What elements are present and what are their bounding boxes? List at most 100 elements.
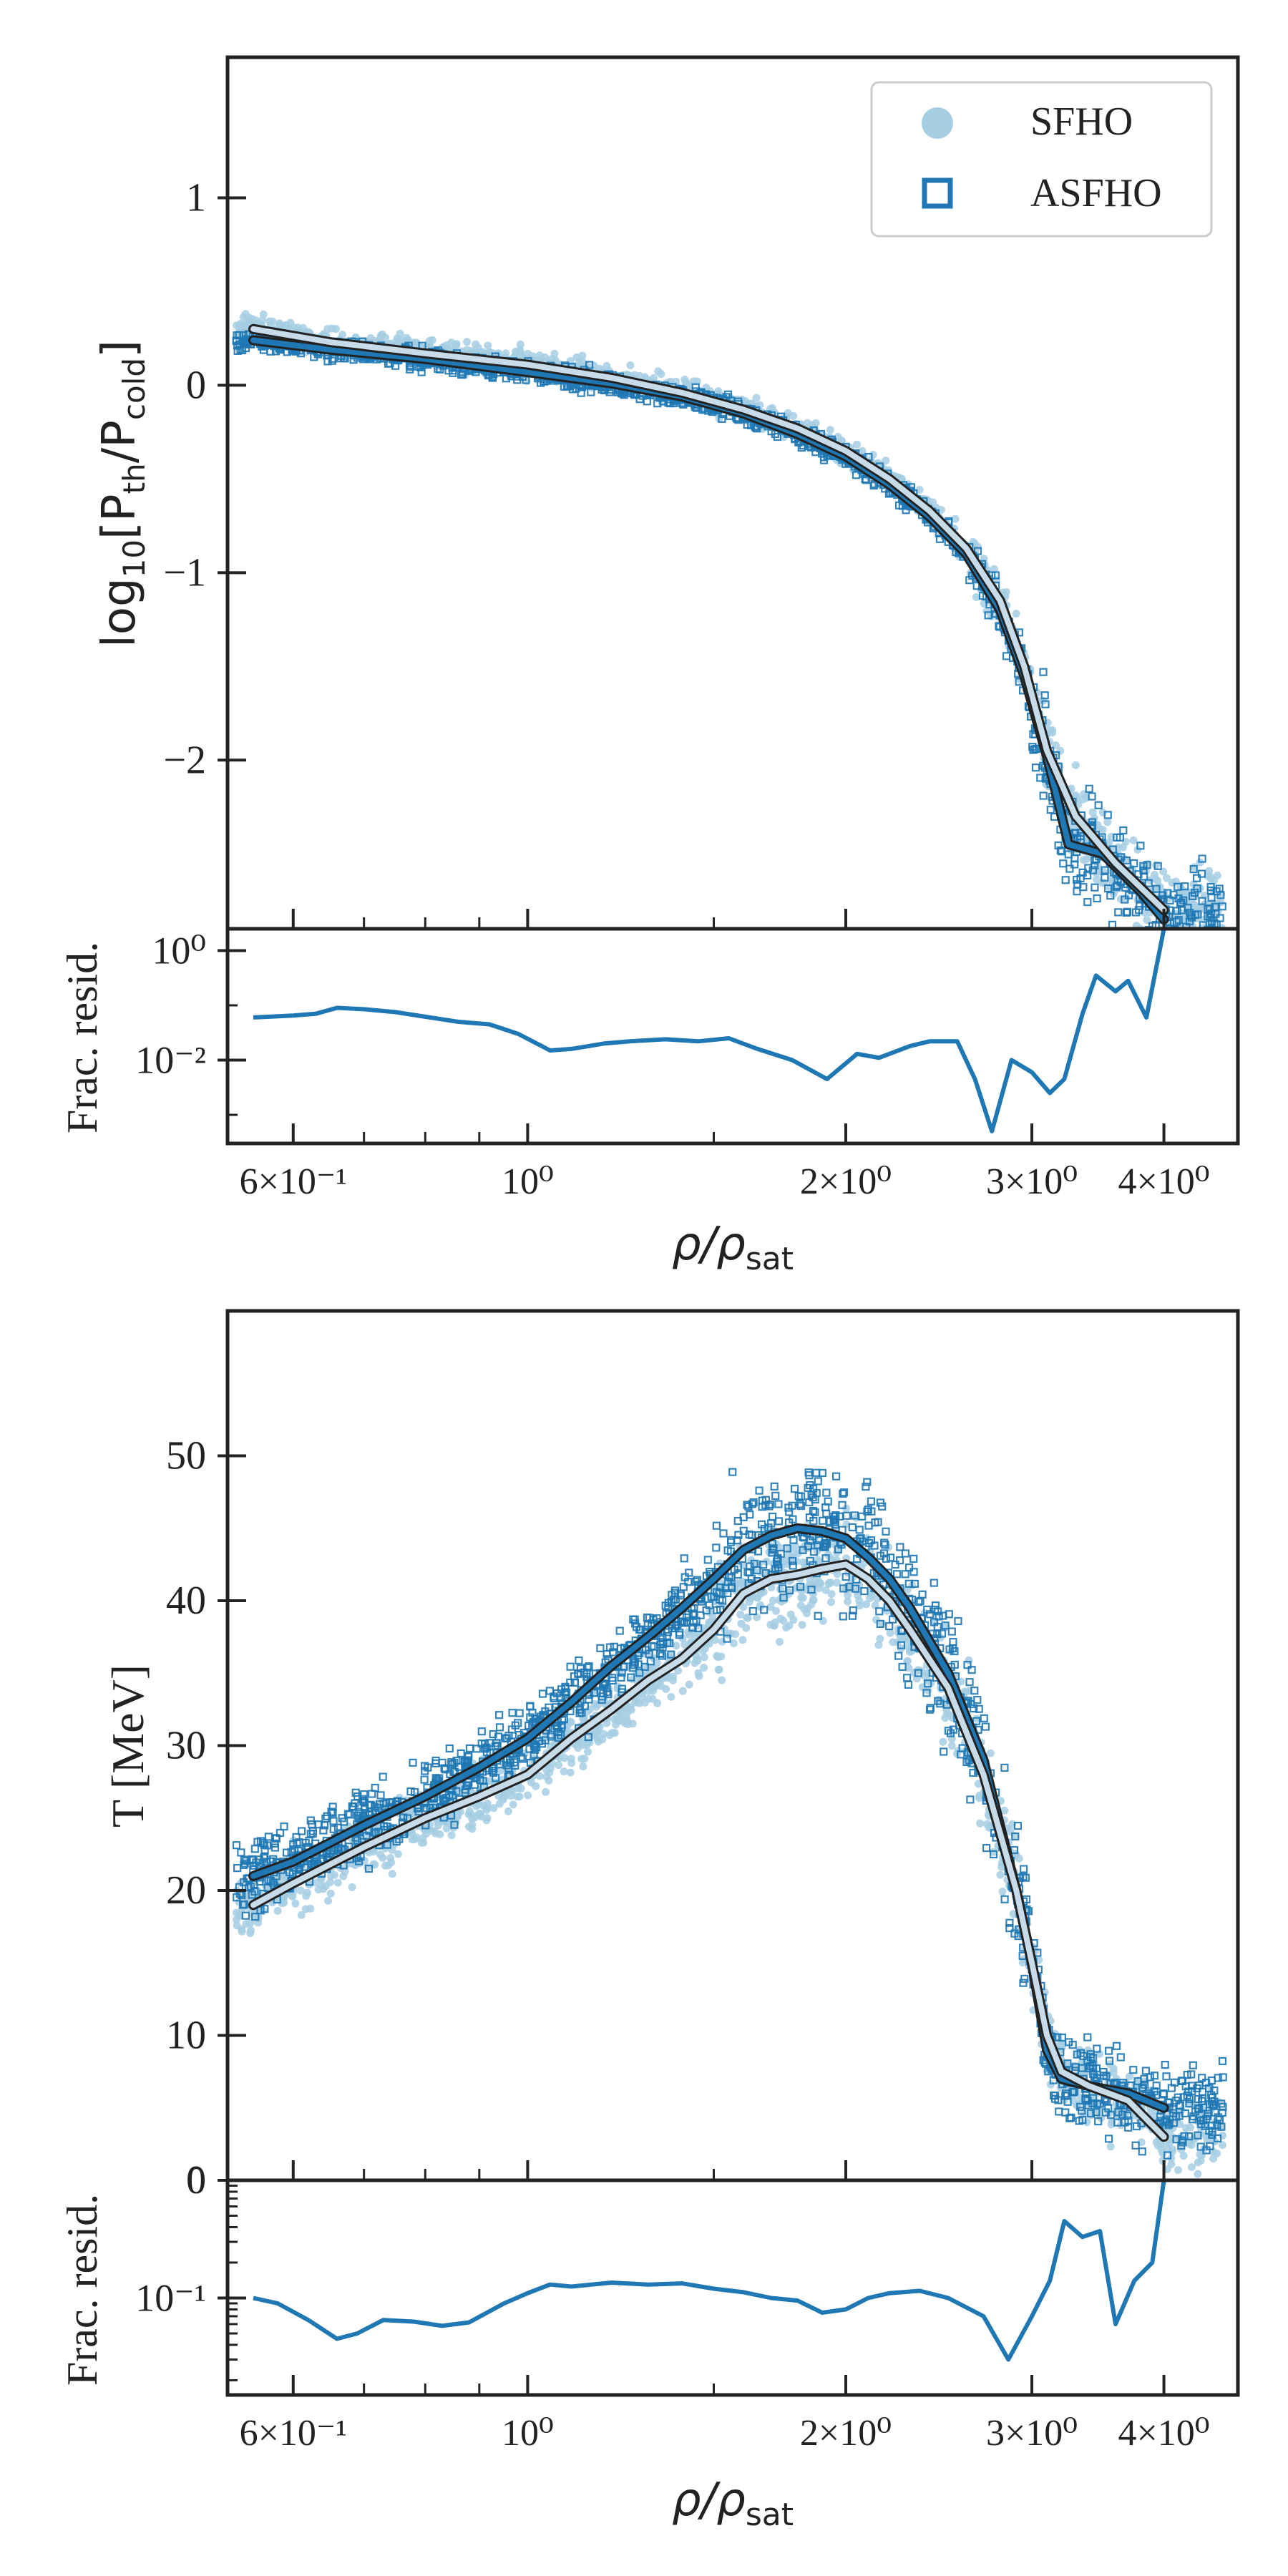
sfho-point [377, 331, 385, 340]
sfho-point [504, 1807, 512, 1815]
sfho-point [1105, 838, 1113, 847]
sfho-point [489, 1804, 498, 1813]
sfho-point [882, 457, 890, 465]
sfho-point [326, 1889, 335, 1898]
sfho-point [819, 1616, 827, 1625]
sfho-point [1090, 814, 1098, 822]
sfho-point [259, 310, 268, 318]
sfho-point [990, 1848, 998, 1856]
sfho-point [425, 337, 434, 345]
legend-sfho-marker [922, 107, 953, 139]
asfho-point [1101, 866, 1109, 874]
asfho-point [1085, 784, 1093, 793]
sfho-point [806, 1576, 814, 1584]
sfho-point [379, 1853, 387, 1862]
sfho-point [814, 1576, 822, 1585]
asfho-point [1134, 870, 1143, 879]
sfho-point [243, 318, 252, 326]
asfho-point [894, 1652, 903, 1660]
y-tick-label: 0 [186, 363, 206, 407]
asfho-point [901, 1549, 910, 1558]
sfho-point [1187, 2141, 1196, 2150]
sfho-point [442, 341, 451, 349]
asfho-point [1210, 919, 1219, 928]
asfho-point [858, 1512, 867, 1521]
asfho-point [233, 346, 242, 355]
asfho-point [1173, 907, 1181, 915]
sfho-point [577, 1755, 586, 1763]
asfho-point [728, 1468, 737, 1476]
sfho-point [1048, 726, 1057, 734]
asfho-point [811, 448, 820, 457]
asfho-point [1119, 826, 1128, 835]
asfho-point [965, 576, 974, 585]
sfho-point [1057, 2041, 1065, 2049]
sfho-point [599, 1729, 608, 1738]
sfho-point [942, 1709, 951, 1717]
sfho-point [333, 1878, 342, 1887]
sfho-point [419, 1834, 427, 1843]
asfho-point [862, 476, 870, 484]
asfho-point [1146, 2073, 1154, 2082]
sfho-point [297, 1911, 306, 1919]
asfho-point [796, 1501, 806, 1511]
sfho-point [566, 1768, 575, 1777]
sfho-point [998, 1888, 1007, 1896]
sfho-point [293, 323, 302, 332]
sfho-point [972, 593, 980, 601]
sfho-point [477, 1809, 485, 1818]
asfho-point [1141, 2067, 1151, 2075]
sfho-point [826, 426, 834, 434]
asfho-point [1207, 2076, 1216, 2085]
sfho-point [947, 1742, 956, 1750]
sfho-point [1218, 2141, 1226, 2150]
asfho-point [753, 1547, 763, 1556]
sfho-point [886, 1629, 894, 1637]
asfho-point [1091, 856, 1099, 864]
asfho-point [768, 1540, 777, 1548]
sfho-point [1072, 794, 1080, 801]
asfho-point [1192, 874, 1201, 882]
sfho-point [674, 1667, 683, 1675]
sfho-point [1079, 856, 1088, 864]
sfho-point [695, 1672, 703, 1680]
sfho-point [286, 318, 295, 327]
asfho-point [1086, 2109, 1096, 2118]
asfho-point [1206, 882, 1215, 892]
asfho-point [233, 341, 242, 350]
asfho-point [718, 414, 726, 424]
sfho-point [1015, 1854, 1023, 1863]
asfho-point [819, 456, 829, 464]
sfho-point [1213, 872, 1221, 879]
asfho-point [1112, 2041, 1121, 2050]
sfho-point [590, 1730, 599, 1739]
asfho-point [1093, 894, 1101, 903]
asfho-point [1210, 2086, 1219, 2095]
sfho-point [866, 1594, 874, 1603]
pressure-median-lines [248, 323, 1169, 924]
sfho-point [833, 1570, 841, 1579]
asfho-point [351, 1788, 360, 1797]
asfho-point [329, 1825, 338, 1833]
asfho-point [1174, 894, 1183, 903]
sfho-point [904, 1664, 913, 1672]
pressure-residual-line [253, 929, 1166, 1133]
asfho-point [1112, 882, 1121, 892]
asfho-point [1158, 891, 1167, 899]
sfho-point [341, 1867, 349, 1875]
asfho-point [892, 1570, 902, 1579]
sfho-point [592, 1702, 600, 1711]
asfho-point [1207, 893, 1216, 902]
sfho-point [667, 1692, 675, 1701]
sfho-point [678, 1687, 687, 1695]
sfho-point [951, 514, 960, 523]
asfho-point [1198, 897, 1206, 905]
sfho-point [638, 1693, 646, 1702]
asfho-point [1040, 691, 1049, 700]
asfho-point [1204, 912, 1212, 921]
sfho-point [976, 1819, 985, 1828]
sfho-point [241, 310, 250, 318]
pressure-residual-y-label: Frac. resid. [59, 942, 106, 1133]
sfho-point [273, 1907, 282, 1915]
